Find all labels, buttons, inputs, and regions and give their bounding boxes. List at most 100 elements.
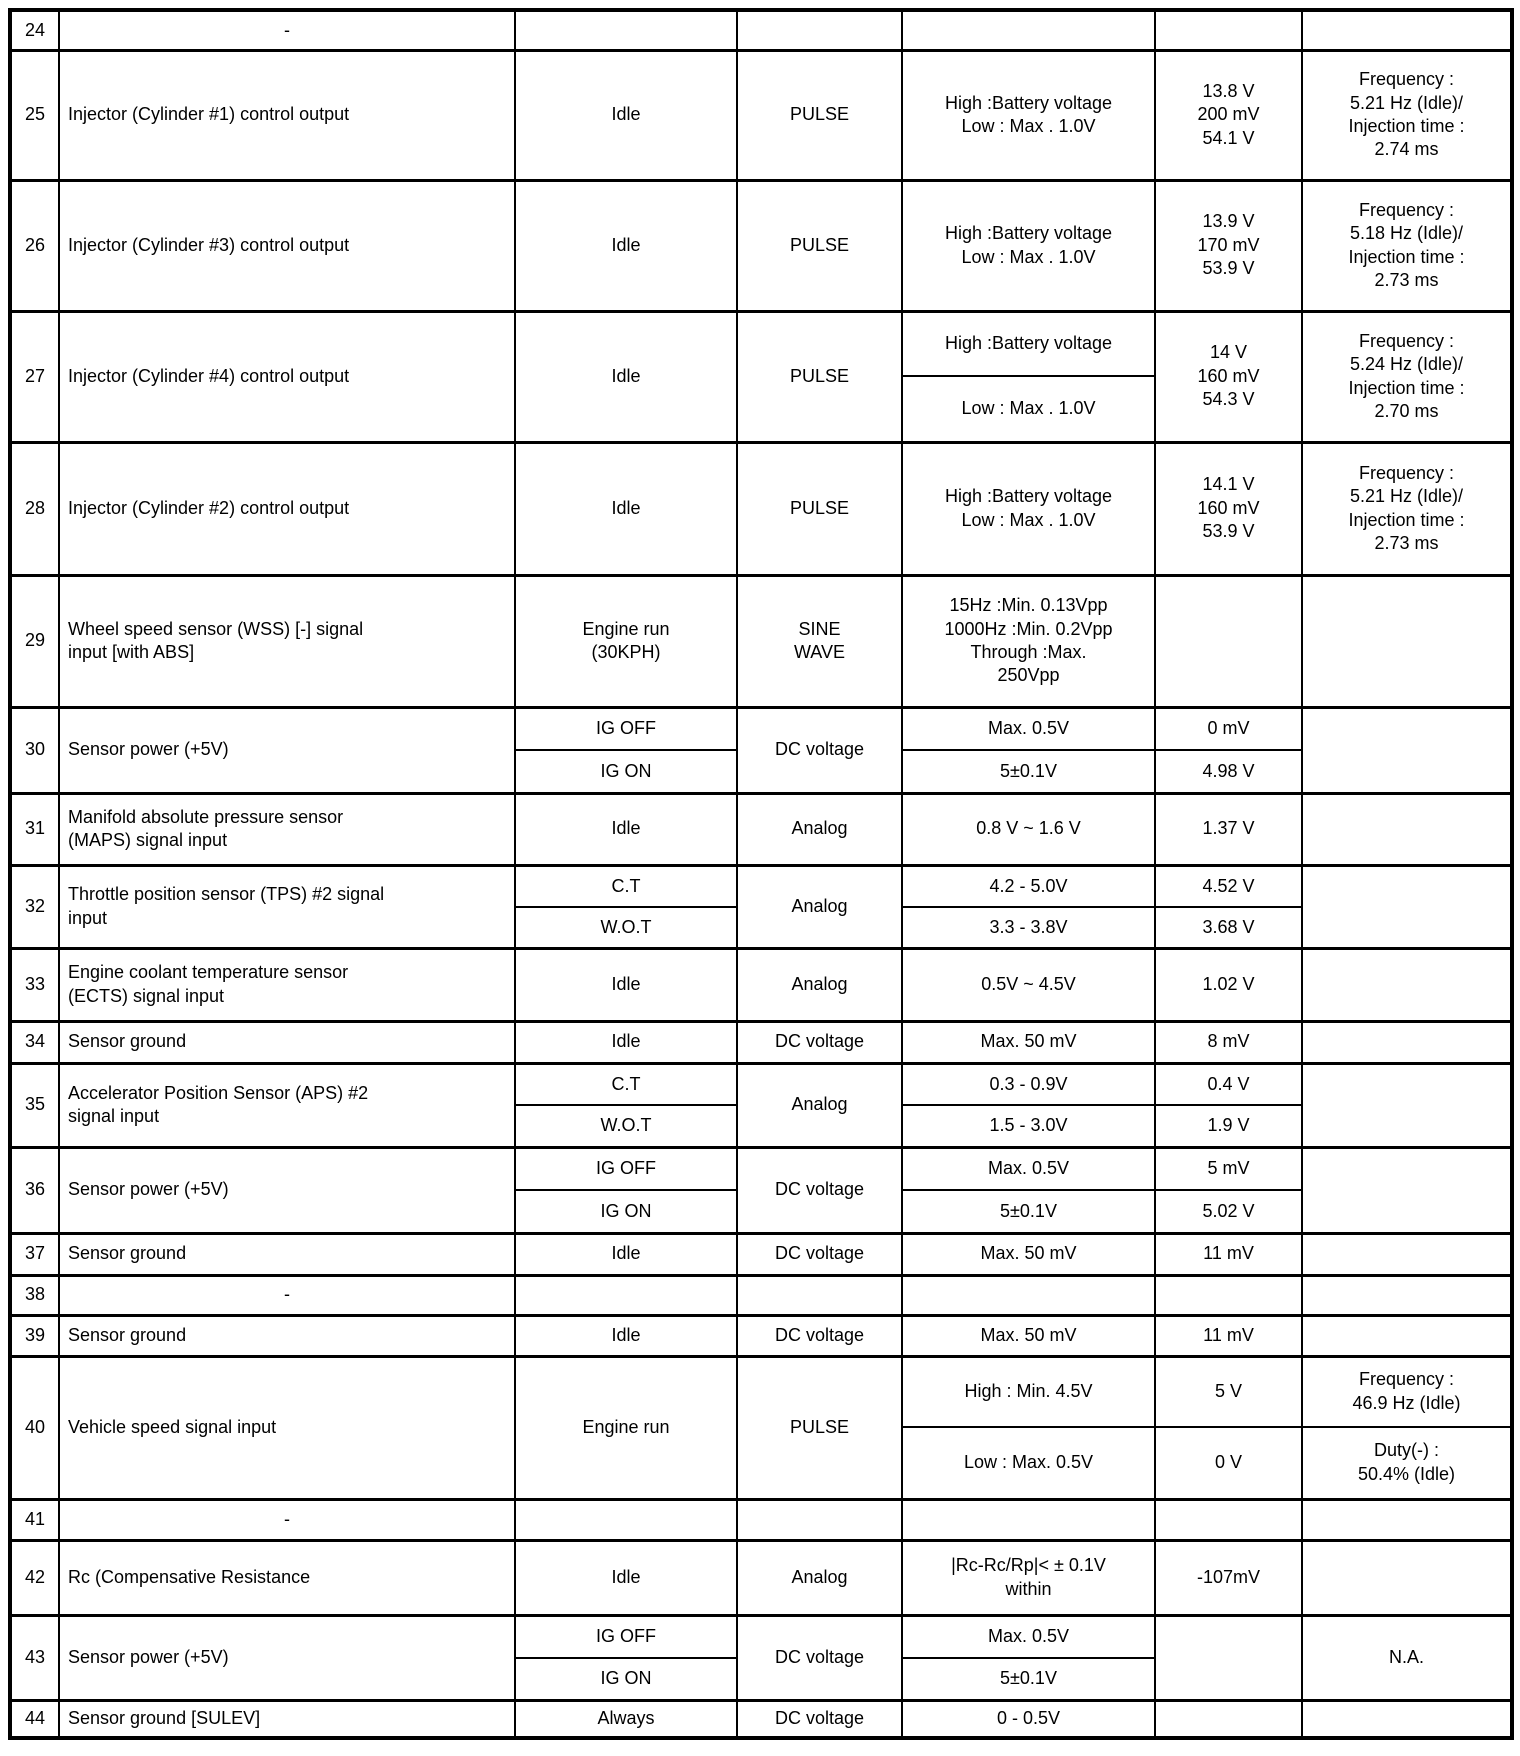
signal-description: Sensor ground: [58, 1231, 516, 1276]
test-condition: Engine run: [514, 1354, 738, 1500]
measured-value: 1.37 V: [1154, 791, 1303, 866]
specification: 0.5V ~ 4.5V: [901, 946, 1156, 1022]
remarks: [1301, 573, 1513, 708]
measured-value: 5.02 V: [1154, 1189, 1303, 1234]
signal-description: Sensor power (+5V): [58, 1145, 516, 1234]
test-condition: Idle: [514, 1313, 738, 1357]
signal-type: Analog: [736, 791, 903, 866]
remarks: N.A.: [1301, 1613, 1513, 1701]
pin-number: 41: [9, 1497, 60, 1541]
pin-number: 26: [9, 178, 60, 312]
specification: Max. 0.5V: [901, 1613, 1156, 1659]
remarks: Duty(-) : 50.4% (Idle): [1301, 1426, 1513, 1500]
test-condition: Idle: [514, 309, 738, 443]
signal-description: Vehicle speed signal input: [58, 1354, 516, 1500]
signal-description: Sensor power (+5V): [58, 705, 516, 794]
pin-number: 34: [9, 1019, 60, 1064]
test-condition: C.T: [514, 863, 738, 908]
test-condition: Idle: [514, 48, 738, 181]
signal-description: -: [58, 1497, 516, 1541]
specification: [901, 1497, 1156, 1541]
measured-value: 5 V: [1154, 1354, 1303, 1428]
pin-number: 40: [9, 1354, 60, 1500]
signal-type: PULSE: [736, 1354, 903, 1500]
pin-number: 38: [9, 1273, 60, 1316]
specification: Max. 0.5V: [901, 705, 1156, 751]
measured-value: 4.98 V: [1154, 749, 1303, 794]
signal-type: DC voltage: [736, 1231, 903, 1276]
test-condition: [514, 8, 738, 51]
specification: Max. 0.5V: [901, 1145, 1156, 1191]
specification-high: High : Min. 4.5V: [901, 1354, 1156, 1428]
test-condition: W.O.T: [514, 906, 738, 949]
measured-value: 13.8 V 200 mV 54.1 V: [1154, 48, 1303, 181]
remarks: [1301, 1497, 1513, 1541]
test-condition: Idle: [514, 440, 738, 576]
pin-number: 39: [9, 1313, 60, 1357]
signal-type: Analog: [736, 946, 903, 1022]
measured-value: 1.02 V: [1154, 946, 1303, 1022]
remarks: Frequency : 5.21 Hz (Idle)/ Injection ti…: [1301, 48, 1513, 181]
signal-type: [736, 1497, 903, 1541]
signal-description: -: [58, 1273, 516, 1316]
measured-value: 3.68 V: [1154, 906, 1303, 949]
test-condition: Idle: [514, 1538, 738, 1616]
signal-description: Sensor ground: [58, 1313, 516, 1357]
measured-value: 14 V 160 mV 54.3 V: [1154, 309, 1303, 443]
signal-type: DC voltage: [736, 1698, 903, 1739]
specification: Max. 50 mV: [901, 1231, 1156, 1276]
specification: Max. 50 mV: [901, 1019, 1156, 1064]
pin-number: 31: [9, 791, 60, 866]
remarks: [1301, 1273, 1513, 1316]
pin-number: 25: [9, 48, 60, 181]
specification: 4.2 - 5.0V: [901, 863, 1156, 908]
remarks: [1301, 863, 1513, 949]
signal-type: DC voltage: [736, 1313, 903, 1357]
pin-number: 36: [9, 1145, 60, 1234]
pin-number: 37: [9, 1231, 60, 1276]
signal-type: DC voltage: [736, 705, 903, 794]
test-condition: [514, 1273, 738, 1316]
remarks: [1301, 8, 1513, 51]
remarks: Frequency : 5.21 Hz (Idle)/ Injection ti…: [1301, 440, 1513, 576]
signal-description: Manifold absolute pressure sensor (MAPS)…: [58, 791, 516, 866]
specification: [901, 1273, 1156, 1316]
measured-value: 0.4 V: [1154, 1061, 1303, 1106]
signal-description: Rc (Compensative Resistance: [58, 1538, 516, 1616]
signal-type: Analog: [736, 1061, 903, 1148]
signal-type: [736, 1273, 903, 1316]
measured-value: 1.9 V: [1154, 1104, 1303, 1148]
test-condition: IG ON: [514, 1657, 738, 1701]
test-condition: IG OFF: [514, 1145, 738, 1191]
specification: High :Battery voltage Low : Max . 1.0V: [901, 48, 1156, 181]
specification: Max. 50 mV: [901, 1313, 1156, 1357]
remarks: [1301, 1313, 1513, 1357]
signal-type: PULSE: [736, 309, 903, 443]
pin-number: 27: [9, 309, 60, 443]
pin-number: 29: [9, 573, 60, 708]
specification: 5±0.1V: [901, 1189, 1156, 1234]
test-condition: C.T: [514, 1061, 738, 1106]
test-condition: IG OFF: [514, 705, 738, 751]
signal-type: PULSE: [736, 48, 903, 181]
signal-description: Injector (Cylinder #1) control output: [58, 48, 516, 181]
test-condition: Idle: [514, 1019, 738, 1064]
specification: High :Battery voltage Low : Max . 1.0V: [901, 440, 1156, 576]
remarks: Frequency : 46.9 Hz (Idle): [1301, 1354, 1513, 1428]
specification: |Rc-Rc/Rp|< ± 0.1V within: [901, 1538, 1156, 1616]
signal-type: PULSE: [736, 440, 903, 576]
measured-value: [1154, 8, 1303, 51]
pin-number: 43: [9, 1613, 60, 1701]
remarks: [1301, 1145, 1513, 1234]
test-condition: W.O.T: [514, 1104, 738, 1148]
specification-low: Low : Max . 1.0V: [901, 375, 1156, 443]
test-condition: [514, 1497, 738, 1541]
test-condition: IG OFF: [514, 1613, 738, 1659]
pin-number: 33: [9, 946, 60, 1022]
signal-description: Sensor ground [SULEV]: [58, 1698, 516, 1739]
measured-value: 8 mV: [1154, 1019, 1303, 1064]
ecu-terminal-spec-table: 24 - 25 Injector (Cylinder #1) control o…: [8, 8, 1514, 1740]
remarks: [1301, 1698, 1513, 1739]
signal-type: Analog: [736, 1538, 903, 1616]
